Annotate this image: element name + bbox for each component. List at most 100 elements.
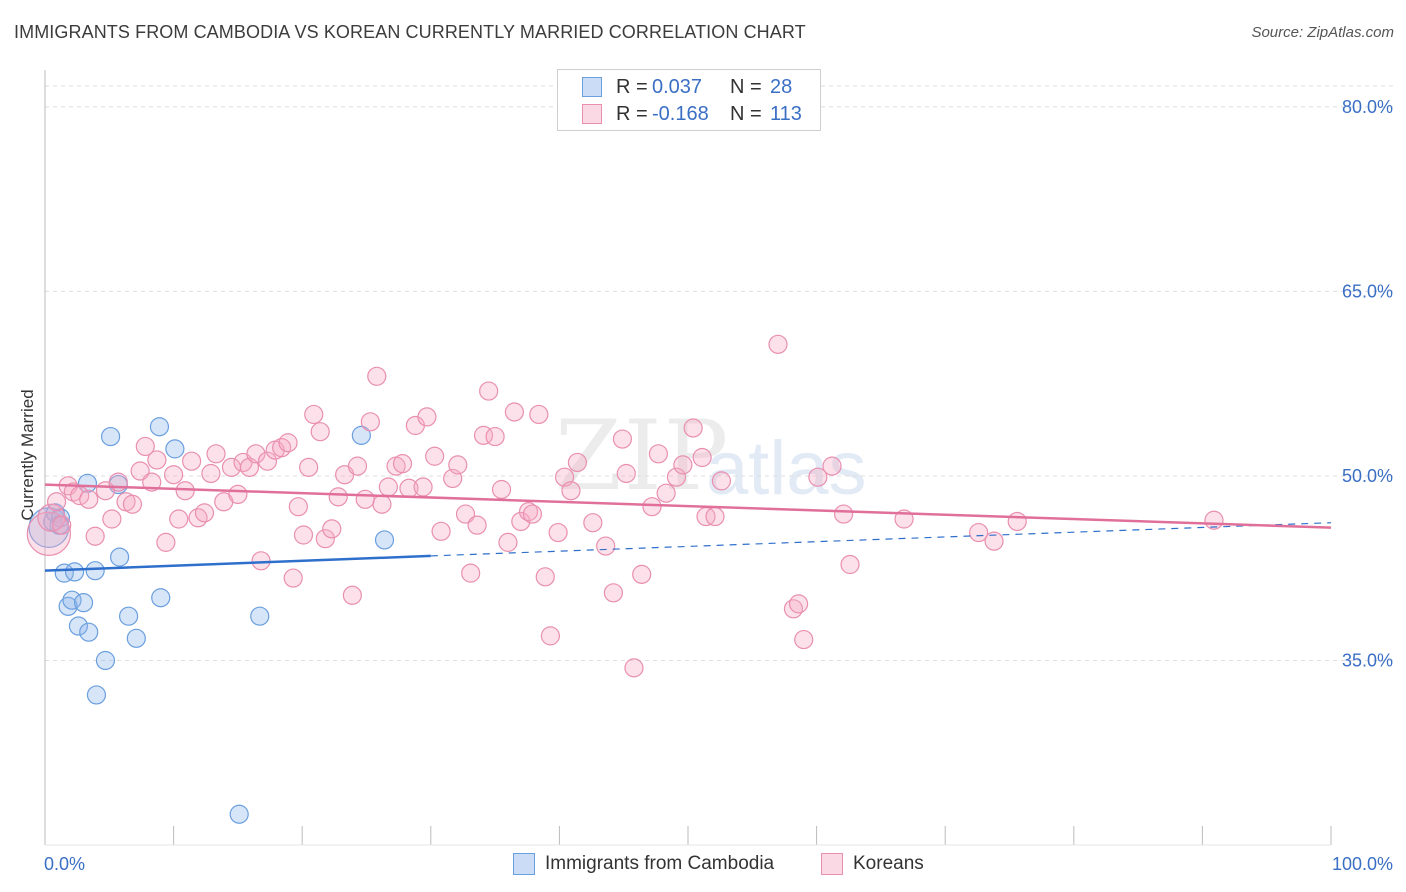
data-point (624, 658, 644, 678)
trend-line-koreans (44, 483, 1332, 529)
data-point (86, 685, 107, 705)
data-point (102, 509, 122, 529)
data-point (52, 515, 72, 535)
data-point (63, 482, 83, 502)
data-point (151, 588, 171, 608)
data-point (567, 452, 588, 473)
data-point (683, 418, 703, 438)
x-tick-label: 0.0% (44, 854, 85, 874)
data-point (126, 628, 146, 648)
data-point (283, 568, 303, 588)
legend-n-label: N = (730, 75, 762, 98)
data-point (46, 492, 67, 512)
data-point (612, 429, 633, 449)
data-point (673, 455, 693, 475)
data-point (498, 532, 518, 552)
data-point (374, 530, 395, 550)
data-point (840, 554, 860, 575)
data-point (315, 529, 335, 549)
data-point (392, 454, 413, 474)
data-point (299, 457, 319, 477)
data-point (834, 504, 854, 524)
data-point (431, 521, 451, 541)
data-point (417, 407, 437, 427)
data-point (705, 506, 725, 527)
data-point (548, 522, 568, 543)
legend-r-value: 0.037 (652, 75, 703, 98)
data-point (413, 477, 433, 497)
data-point (182, 451, 202, 471)
data-point (246, 444, 266, 464)
data-point (122, 494, 143, 514)
data-point (788, 594, 809, 614)
y-tick-label: 65.0% (1342, 281, 1393, 301)
data-point (164, 465, 184, 485)
data-point (822, 456, 842, 476)
data-point (62, 590, 82, 610)
data-point (272, 438, 292, 458)
legend-r-value: -0.168 (652, 102, 709, 125)
data-point (596, 536, 616, 556)
data-point (288, 497, 308, 517)
data-point (794, 629, 814, 650)
data-point (485, 426, 505, 447)
data-point (425, 446, 445, 466)
data-point (228, 484, 248, 505)
data-point (351, 425, 371, 445)
data-point (522, 504, 542, 524)
legend-n-value: 113 (770, 102, 802, 125)
data-point (293, 525, 314, 545)
data-point (201, 463, 221, 484)
data-point (328, 487, 348, 507)
data-point (648, 444, 669, 464)
data-point (355, 489, 375, 509)
data-point (603, 583, 624, 603)
data-point (632, 564, 652, 584)
data-point (278, 433, 298, 453)
y-tick-label: 80.0% (1342, 97, 1393, 117)
data-point (448, 455, 468, 475)
legend-row-koreans: R = -0.168 N = 113 (582, 102, 802, 126)
data-point (583, 513, 603, 533)
data-point (666, 467, 687, 487)
data-point (378, 477, 398, 497)
data-point (149, 417, 170, 437)
data-point (194, 503, 215, 523)
data-point (169, 509, 189, 529)
data-point (540, 626, 560, 646)
bottom-legend-koreans: Koreans (821, 852, 924, 876)
data-point (68, 616, 89, 636)
data-point (616, 463, 636, 484)
data-point (251, 551, 271, 571)
data-point (692, 447, 712, 468)
y-tick-label: 50.0% (1342, 466, 1393, 486)
data-point (310, 422, 330, 442)
source-label: Source: ZipAtlas.com (1251, 24, 1394, 41)
series-koreans-points (26, 334, 1224, 678)
grid-lines (45, 85, 1393, 661)
data-point (206, 444, 226, 464)
legend-r-label: R = (616, 75, 648, 98)
bottom-legend-label-cambodia: Immigrants from Cambodia (545, 853, 775, 874)
data-point (135, 436, 155, 457)
data-point (118, 606, 139, 626)
legend-r-label: R = (616, 102, 648, 125)
data-point (360, 412, 380, 432)
data-point (188, 508, 208, 528)
data-point (79, 489, 99, 509)
tick-labels: 35.0% 50.0% 65.0% 80.0% 0.0% 100.0% (44, 97, 1393, 874)
data-point (73, 593, 94, 613)
data-point (229, 804, 249, 824)
data-point (85, 526, 105, 546)
x-tick-label: 100.0% (1332, 854, 1393, 874)
data-point (342, 585, 362, 605)
data-point (250, 606, 270, 626)
bottom-legend-swatch-koreans (821, 853, 843, 875)
trend-lines (44, 483, 1332, 572)
data-point (304, 404, 324, 425)
data-point (529, 404, 549, 425)
data-point (372, 494, 392, 514)
legend-swatch-cambodia (582, 77, 602, 97)
legend-n-label: N = (730, 102, 762, 125)
